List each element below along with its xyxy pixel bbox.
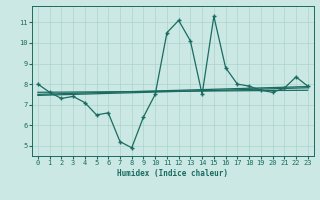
X-axis label: Humidex (Indice chaleur): Humidex (Indice chaleur) — [117, 169, 228, 178]
